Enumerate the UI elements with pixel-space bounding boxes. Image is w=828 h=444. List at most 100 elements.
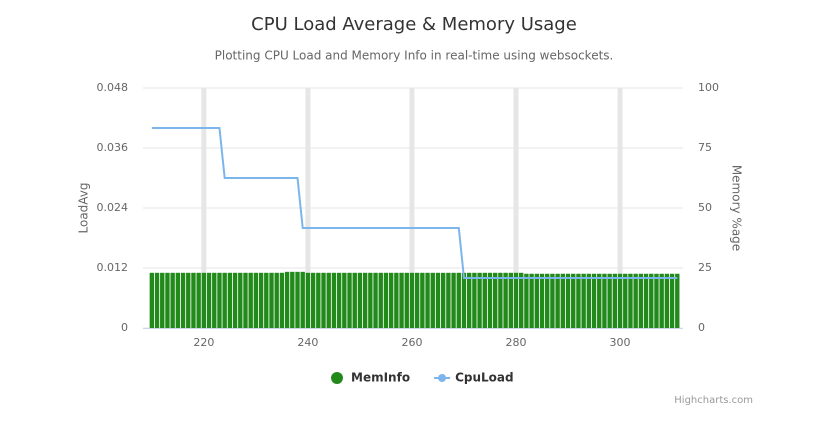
chart-title: CPU Load Average & Memory Usage [251, 14, 577, 35]
bar [565, 273, 571, 328]
x-tick-label: 220 [193, 336, 214, 349]
bar [664, 273, 670, 328]
bar [409, 272, 415, 328]
x-tick-label: 280 [506, 336, 527, 349]
bar [310, 272, 316, 328]
bar [617, 273, 623, 328]
bar [404, 272, 409, 328]
bar [217, 272, 222, 328]
bar [576, 273, 581, 328]
bar [326, 272, 331, 328]
bar [253, 272, 259, 328]
bar [316, 272, 321, 328]
x-tick-label: 240 [297, 336, 318, 349]
bar [154, 272, 160, 328]
bar [638, 273, 644, 328]
bar [222, 272, 227, 328]
bar [477, 272, 482, 328]
bar [560, 273, 566, 328]
y-tick-label: 0.048 [97, 81, 129, 94]
bar [508, 272, 513, 328]
bar [456, 272, 461, 328]
bar [472, 272, 477, 328]
bar [227, 272, 233, 328]
bar [368, 272, 373, 328]
bar [206, 272, 212, 328]
bar [519, 272, 524, 328]
y-axis-title: LoadAvg [77, 182, 91, 233]
bar [581, 273, 586, 328]
bar [586, 273, 592, 328]
bar [321, 272, 326, 328]
y2-tick-label: 0 [698, 321, 705, 334]
bar [597, 273, 602, 328]
bar [414, 272, 420, 328]
bar [487, 272, 493, 328]
bar [191, 272, 196, 328]
bar [649, 273, 654, 328]
bar [373, 272, 378, 328]
legend-label[interactable]: MemInfo [351, 371, 410, 385]
chart-subtitle: Plotting CPU Load and Memory Info in rea… [215, 49, 614, 63]
legend-symbol [438, 374, 447, 382]
legend-label[interactable]: CpuLoad [455, 371, 514, 385]
credits[interactable]: Highcharts.com [674, 395, 753, 406]
bar [550, 273, 555, 328]
y-tick-label: 0.024 [97, 201, 129, 214]
bar [669, 273, 675, 328]
bar [331, 272, 337, 328]
bar [248, 272, 253, 328]
bar [149, 272, 155, 328]
y-tick-label: 0.012 [97, 261, 129, 274]
bar [482, 272, 487, 328]
bar [160, 272, 165, 328]
bar [258, 272, 264, 328]
bar [238, 272, 243, 328]
legend-symbol [331, 372, 343, 384]
bar [347, 272, 352, 328]
bar [623, 273, 628, 328]
y-tick-label: 0.036 [97, 141, 129, 154]
y-tick-label: 0 [121, 321, 128, 334]
bar [643, 273, 649, 328]
bar [425, 272, 430, 328]
bar [451, 272, 456, 328]
bar [420, 272, 425, 328]
bar [513, 272, 519, 328]
y2-tick-label: 25 [698, 261, 712, 274]
bar [539, 273, 545, 328]
bar [212, 272, 217, 328]
bar [201, 272, 207, 328]
bar [534, 273, 539, 328]
x-tick-label: 300 [610, 336, 631, 349]
bar [524, 273, 529, 328]
bar [435, 272, 441, 328]
bar [430, 272, 435, 328]
bar [529, 273, 534, 328]
bar [628, 273, 633, 328]
bar [591, 273, 597, 328]
bar [493, 272, 498, 328]
bar [352, 272, 357, 328]
bar [284, 271, 290, 328]
bar [555, 273, 560, 328]
bar [300, 271, 305, 328]
bar [269, 272, 274, 328]
bar [612, 273, 618, 328]
bar [659, 273, 664, 328]
bar [243, 272, 248, 328]
bar [503, 272, 508, 328]
bar [175, 272, 181, 328]
y2-tick-label: 75 [698, 141, 712, 154]
bar [383, 272, 389, 328]
bar [633, 273, 638, 328]
y2-axis-title: Memory %age [730, 165, 744, 251]
bar [170, 272, 175, 328]
bar [446, 272, 451, 328]
bar [279, 272, 285, 328]
bar [675, 273, 680, 328]
bar [305, 272, 311, 328]
bar [388, 272, 394, 328]
bar [440, 272, 446, 328]
